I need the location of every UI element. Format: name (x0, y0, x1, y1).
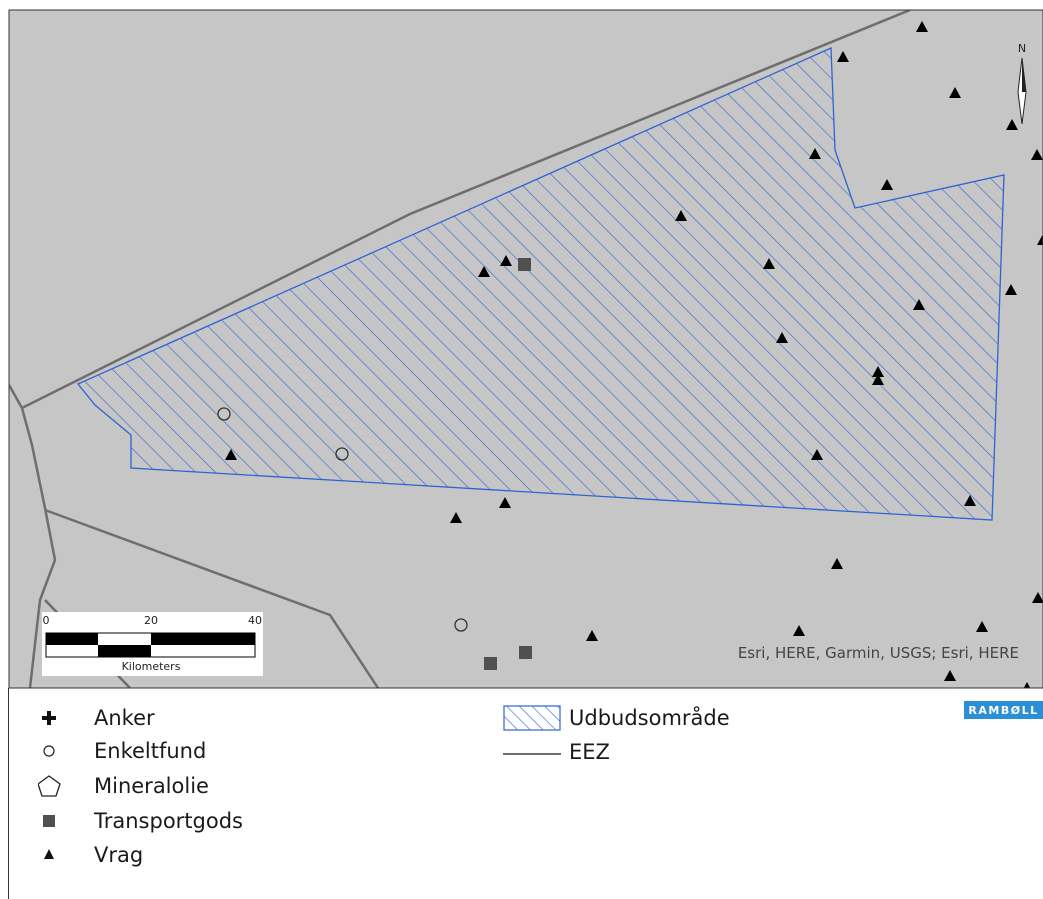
tender-area (76, 47, 1005, 521)
transport-goods-marker[interactable] (484, 657, 497, 670)
wreck-marker[interactable] (1021, 682, 1033, 690)
map-canvas[interactable]: N 0 20 40 Kilometers Esri, HERE, Garmin,… (0, 0, 1043, 690)
wreck-marker[interactable] (944, 670, 956, 681)
legend-label: Mineralolie (94, 774, 209, 798)
transport-goods-marker[interactable] (519, 646, 532, 659)
legend-label: Udbudsområde (569, 706, 730, 730)
legend-label: Vrag (94, 843, 144, 867)
wreck-marker[interactable] (811, 449, 823, 460)
wreck-marker[interactable] (872, 366, 884, 377)
single-find-marker[interactable] (217, 407, 231, 421)
svg-text:N: N (1018, 42, 1026, 55)
wreck-marker[interactable] (586, 630, 598, 641)
legend-label: Anker (94, 706, 155, 730)
wreck-marker[interactable] (763, 258, 775, 269)
wreck-marker[interactable] (1032, 592, 1043, 603)
hatched-box-icon (503, 705, 561, 731)
wreck-marker[interactable] (831, 558, 843, 569)
wreck-marker[interactable] (872, 374, 884, 385)
legend-left-rule (8, 688, 9, 899)
wreck-marker[interactable] (1006, 119, 1018, 130)
square-icon (43, 815, 55, 827)
wreck-marker[interactable] (964, 495, 976, 506)
wreck-marker[interactable] (225, 449, 237, 460)
transport-goods-marker[interactable] (518, 258, 531, 271)
scale-bar: 0 20 40 Kilometers (42, 612, 263, 676)
wreck-marker[interactable] (976, 621, 988, 632)
wreck-marker[interactable] (478, 266, 490, 277)
wreck-markers (225, 21, 1043, 690)
scale-tick-40: 40 (248, 614, 262, 627)
map-attribution: Esri, HERE, Garmin, USGS; Esri, HERE (738, 644, 1019, 662)
wreck-marker[interactable] (1005, 284, 1017, 295)
single-find-marker[interactable] (454, 618, 468, 632)
wreck-marker[interactable] (913, 299, 925, 310)
legend-item-transportgods: Transportgods (38, 806, 243, 836)
wreck-marker[interactable] (500, 255, 512, 266)
wreck-marker[interactable] (450, 512, 462, 523)
circle-icon (43, 745, 55, 757)
transport-goods-markers (484, 258, 532, 670)
scale-tick-0: 0 (43, 614, 50, 627)
north-arrow-icon: N (1017, 42, 1027, 125)
pentagon-icon (38, 775, 61, 797)
wreck-marker[interactable] (837, 51, 849, 62)
cross-icon (42, 711, 56, 725)
single-find-marker[interactable] (335, 447, 349, 461)
wreck-marker[interactable] (1031, 149, 1043, 160)
scale-tick-20: 20 (144, 614, 158, 627)
legend-label: Transportgods (94, 809, 243, 833)
legend-item-udbudsomraade: Udbudsområde (503, 703, 730, 733)
map-frame (8, 9, 1043, 689)
wreck-marker[interactable] (881, 179, 893, 190)
triangle-icon (44, 849, 54, 859)
wreck-marker[interactable] (793, 625, 805, 636)
line-icon (503, 753, 561, 755)
ramboll-logo: RAMBØLL (964, 701, 1043, 719)
legend-item-enkeltfund: Enkeltfund (38, 736, 206, 766)
wreck-marker[interactable] (1037, 234, 1043, 245)
legend-item-anker: Anker (38, 703, 155, 733)
wreck-marker[interactable] (809, 148, 821, 159)
wreck-marker[interactable] (675, 210, 687, 221)
legend-item-vrag: Vrag (38, 840, 143, 870)
legend-label: EEZ (569, 740, 610, 764)
wreck-marker[interactable] (776, 332, 788, 343)
scale-unit-label: Kilometers (122, 660, 181, 673)
wreck-marker[interactable] (949, 87, 961, 98)
wreck-marker[interactable] (499, 497, 511, 508)
legend-item-eez: EEZ (503, 737, 610, 767)
single-find-markers (217, 407, 468, 632)
legend-item-mineralolie: Mineralolie (38, 771, 209, 801)
legend-label: Enkeltfund (94, 739, 207, 763)
wreck-marker[interactable] (916, 21, 928, 32)
